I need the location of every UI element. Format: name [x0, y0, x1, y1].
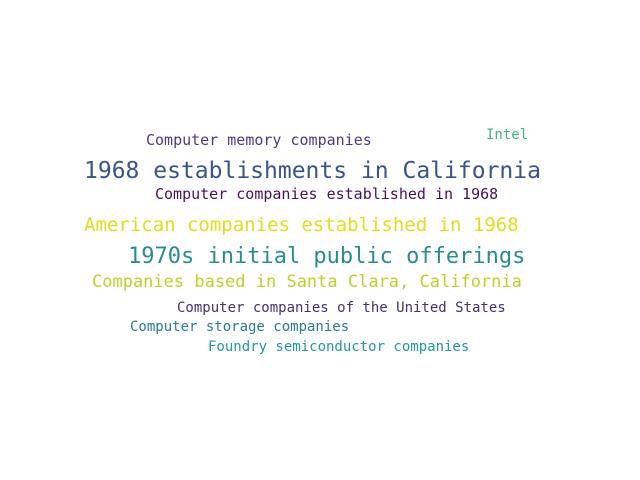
word-computer-storage-companies: Computer storage companies: [130, 319, 350, 335]
word-1970s-initial-public-offerings: 1970s initial public offerings: [128, 244, 526, 269]
word-intel: Intel: [486, 127, 529, 143]
word-computer-companies-established-in-1968: Computer companies established in 1968: [155, 185, 499, 203]
word-computer-companies-of-the-united-states: Computer companies of the United States: [177, 300, 506, 316]
word-companies-based-in-santa-clara: Companies based in Santa Clara, Californ…: [92, 272, 522, 292]
word-1968-establishments-in-california: 1968 establishments in California: [84, 158, 541, 184]
word-american-companies-established-in-1968: American companies established in 1968: [84, 214, 519, 236]
word-computer-memory-companies: Computer memory companies: [146, 131, 372, 149]
word-foundry-semiconductor-companies: Foundry semiconductor companies: [208, 339, 470, 355]
